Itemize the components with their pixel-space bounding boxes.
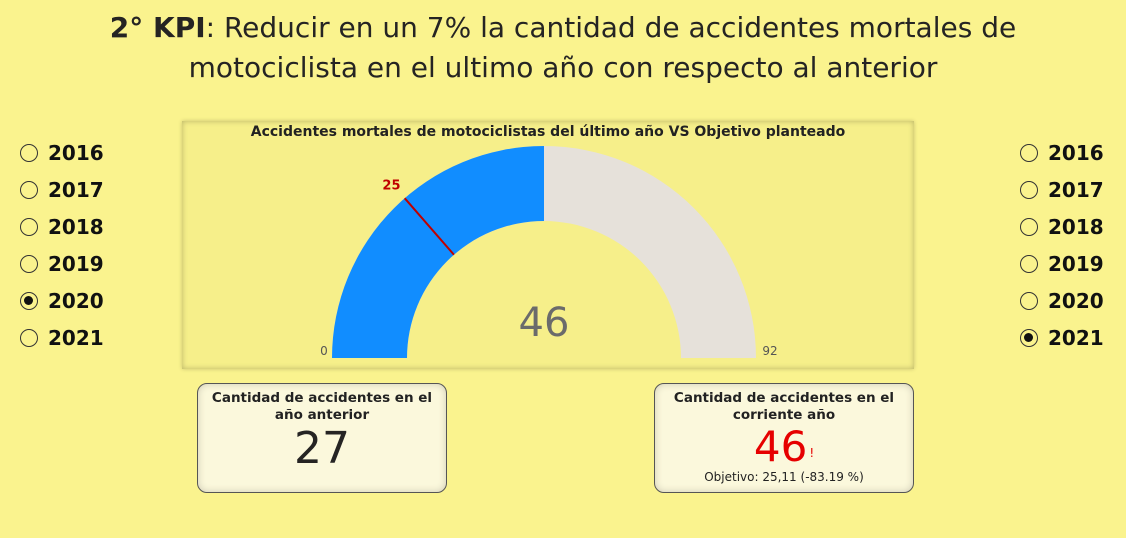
- title-line1: : Reducir en un 7% la cantidad de accide…: [205, 11, 1017, 44]
- radio-button-icon[interactable]: [1020, 328, 1038, 347]
- year-current-option-2019[interactable]: 2019: [1020, 245, 1104, 282]
- year-previous-option-2016[interactable]: 2016: [20, 134, 104, 171]
- year-slicer-previous: 2016 2017 2018 2019 2020 2021: [20, 134, 104, 356]
- year-previous-option-2017[interactable]: 2017: [20, 171, 104, 208]
- year-current-option-2021[interactable]: 2021: [1020, 319, 1104, 356]
- year-previous-option-2018[interactable]: 2018: [20, 208, 104, 245]
- year-current-option-label: 2019: [1048, 251, 1104, 276]
- radio-button-icon[interactable]: [20, 143, 38, 162]
- year-previous-option-label: 2016: [48, 140, 104, 165]
- year-current-option-2020[interactable]: 2020: [1020, 282, 1104, 319]
- alert-icon: !: [809, 446, 815, 460]
- radio-button-icon[interactable]: [20, 217, 38, 236]
- radio-button-icon[interactable]: [20, 328, 38, 347]
- year-previous-option-label: 2019: [48, 251, 104, 276]
- year-previous-option-label: 2021: [48, 325, 104, 350]
- year-previous-option-2021[interactable]: 2021: [20, 319, 104, 356]
- radio-button-icon[interactable]: [1020, 291, 1038, 310]
- year-current-option-2016[interactable]: 2016: [1020, 134, 1104, 171]
- radio-button-icon[interactable]: [1020, 254, 1038, 273]
- year-current-option-label: 2020: [1048, 288, 1104, 313]
- radio-button-icon[interactable]: [1020, 217, 1038, 236]
- page-title: 2° KPI: Reducir en un 7% la cantidad de …: [0, 8, 1126, 88]
- gauge-chart: 25 46 0 92: [320, 146, 778, 358]
- year-previous-option-label: 2018: [48, 214, 104, 239]
- gauge-target-marker: [403, 197, 455, 256]
- card-current-year[interactable]: Cantidad de accidentes en el corriente a…: [654, 383, 914, 493]
- gauge-title: Accidentes mortales de motociclistas del…: [250, 124, 846, 140]
- card-previous-year[interactable]: Cantidad de accidentes en el año anterio…: [197, 383, 447, 493]
- year-current-option-label: 2021: [1048, 325, 1104, 350]
- gauge-visual[interactable]: 25 46 0 92 Accidentes mortales de motoci…: [182, 121, 914, 369]
- year-current-option-label: 2018: [1048, 214, 1104, 239]
- year-current-option-2017[interactable]: 2017: [1020, 171, 1104, 208]
- radio-button-icon[interactable]: [20, 180, 38, 199]
- gauge-fill: [332, 146, 544, 358]
- radio-button-icon[interactable]: [1020, 143, 1038, 162]
- year-current-option-2018[interactable]: 2018: [1020, 208, 1104, 245]
- gauge-max-label: 92: [762, 344, 777, 358]
- title-kpi-label: 2° KPI: [109, 11, 206, 44]
- gauge-min-label: 0: [320, 344, 328, 358]
- card-current-value: 46: [753, 422, 808, 471]
- card-previous-value: 27: [294, 423, 350, 474]
- radio-button-icon[interactable]: [20, 291, 38, 310]
- year-previous-option-label: 2017: [48, 177, 104, 202]
- year-current-option-label: 2016: [1048, 140, 1104, 165]
- title-line2: motociclista en el ultimo año con respec…: [188, 51, 938, 84]
- year-previous-option-2020[interactable]: 2020: [20, 282, 104, 319]
- year-previous-option-label: 2020: [48, 288, 104, 313]
- year-previous-option-2019[interactable]: 2019: [20, 245, 104, 282]
- card-current-goal: Objetivo: 25,11 (-83.19 %): [704, 470, 864, 484]
- gauge-target-label: 25: [382, 179, 400, 194]
- gauge-value-label: 46: [519, 300, 570, 346]
- radio-button-icon[interactable]: [1020, 180, 1038, 199]
- year-slicer-current: 2016 2017 2018 2019 2020 2021: [1020, 134, 1104, 356]
- card-previous-label: Cantidad de accidentes en el año anterio…: [211, 390, 433, 423]
- year-current-option-label: 2017: [1048, 177, 1104, 202]
- radio-button-icon[interactable]: [20, 254, 38, 273]
- card-current-label: Cantidad de accidentes en el corriente a…: [673, 390, 895, 423]
